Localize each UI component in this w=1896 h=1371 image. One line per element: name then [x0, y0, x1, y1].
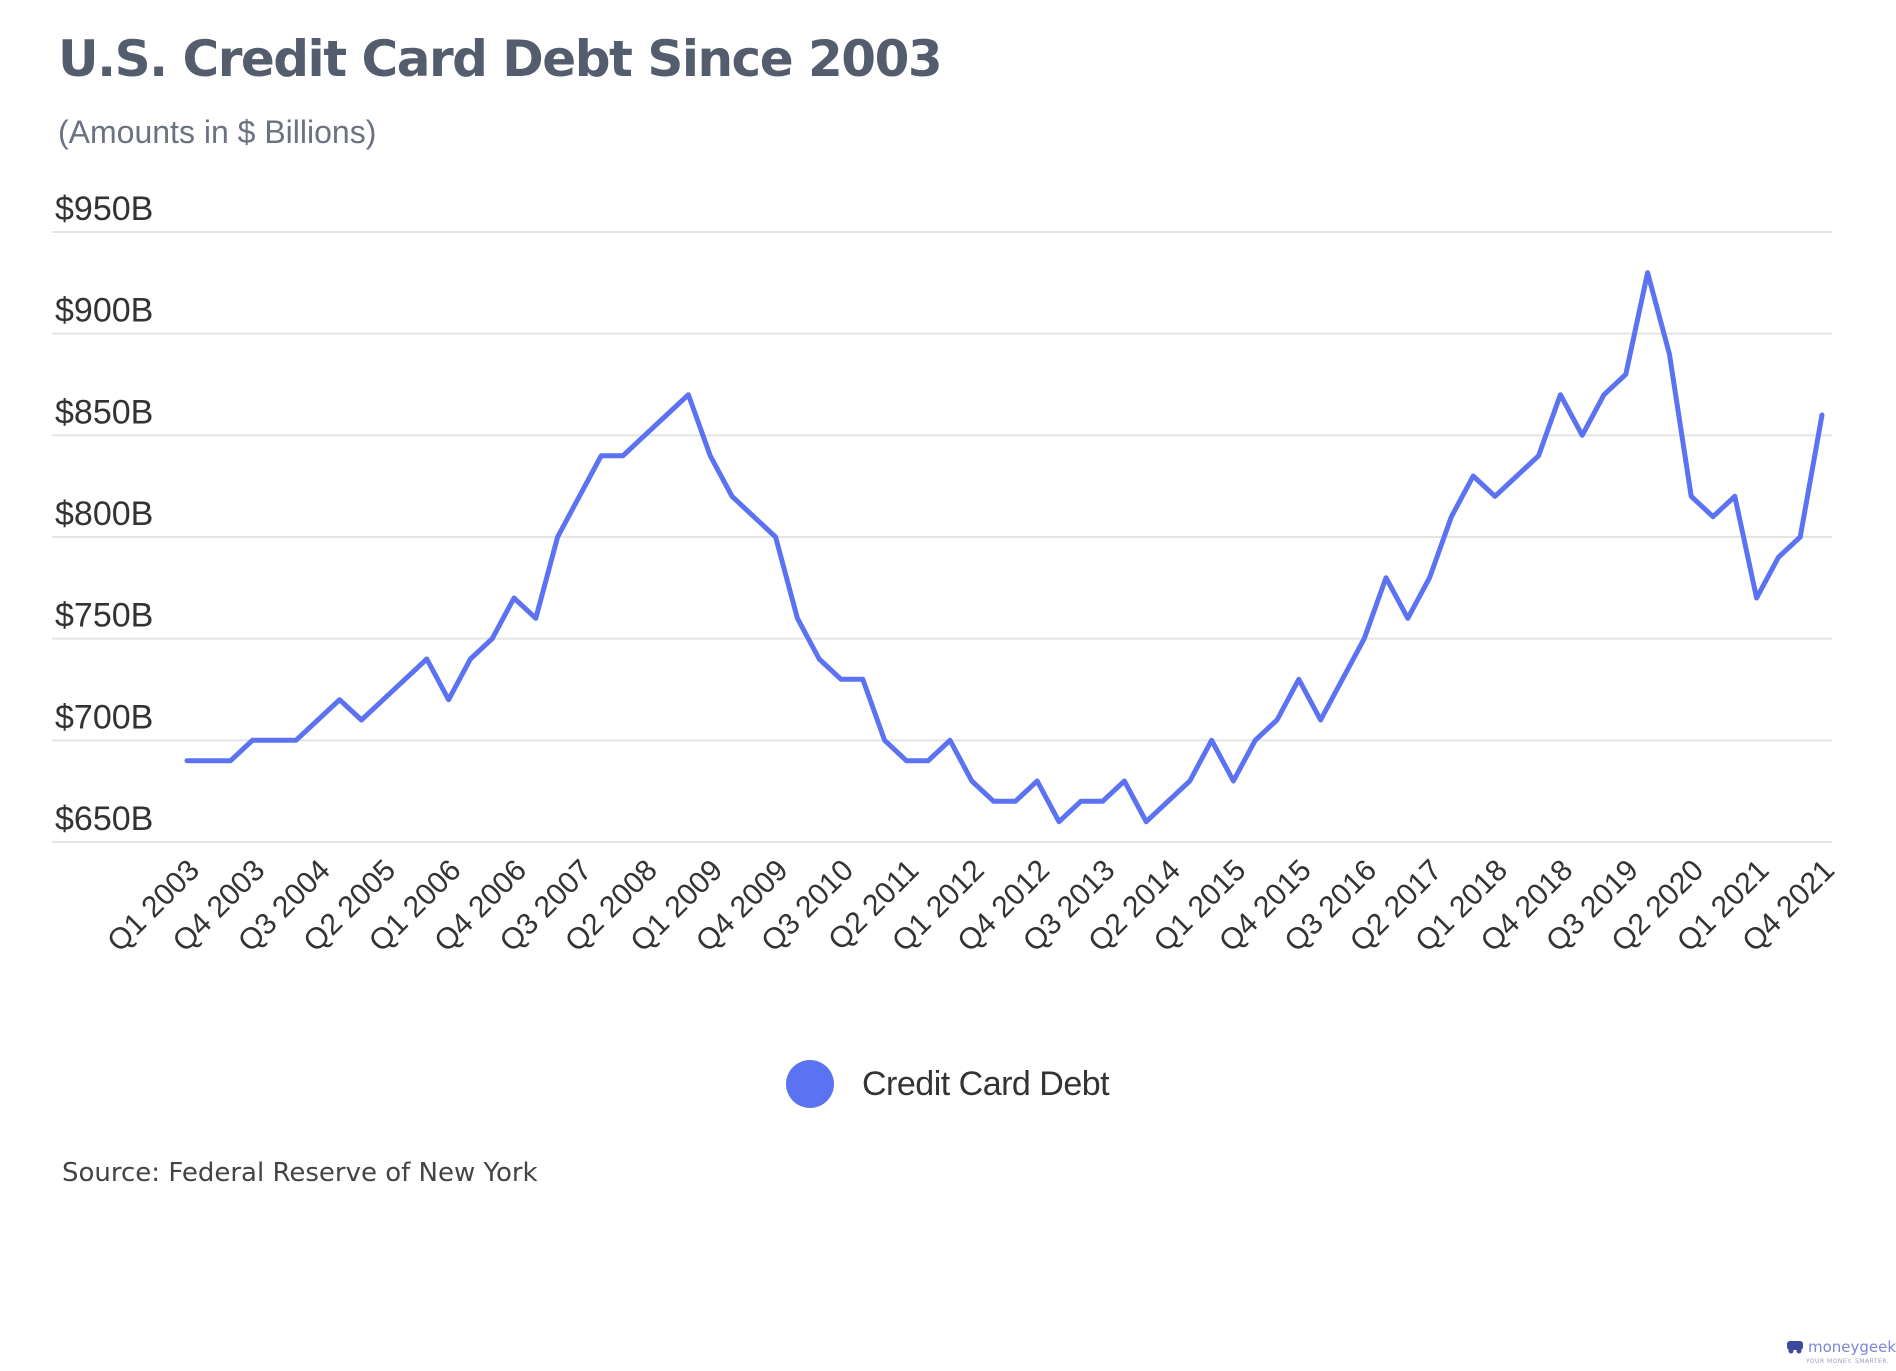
data-point [1623, 371, 1629, 377]
data-point [925, 758, 931, 764]
data-point [1492, 493, 1498, 499]
data-point [816, 656, 822, 662]
data-point [1318, 717, 1324, 723]
data-point [555, 534, 561, 540]
data-point [991, 798, 997, 804]
data-point [1775, 554, 1781, 560]
data-point [380, 697, 386, 703]
data-point [1470, 473, 1476, 479]
data-point [969, 778, 975, 784]
data-point [467, 656, 473, 662]
data-point [184, 758, 190, 764]
series-line-credit-card-debt [184, 270, 1825, 825]
moneygeek-logo-icon [1787, 1341, 1803, 1354]
data-point [838, 676, 844, 682]
data-point [424, 656, 430, 662]
data-point [1710, 514, 1716, 520]
y-axis-tick-labels: $650B $700B $750B $800B $850B $900B $950B [55, 190, 153, 838]
data-point [1536, 453, 1542, 459]
y-tick-label: $850B [55, 393, 153, 431]
y-tick-label: $900B [55, 292, 153, 330]
data-point [773, 534, 779, 540]
data-point [249, 737, 255, 743]
data-point [1100, 798, 1106, 804]
data-point [1688, 493, 1694, 499]
data-point [1819, 412, 1825, 418]
data-points [184, 270, 1825, 825]
data-point [337, 697, 343, 703]
data-point [947, 737, 953, 743]
y-tick-label: $750B [55, 597, 153, 635]
data-point [402, 676, 408, 682]
data-point [1557, 392, 1563, 398]
data-point [228, 758, 234, 764]
data-point [1797, 534, 1803, 540]
data-point [1514, 473, 1520, 479]
data-point [1427, 575, 1433, 581]
data-point [315, 717, 321, 723]
legend: Credit Card Debt [786, 1060, 1110, 1108]
data-point [1405, 615, 1411, 621]
y-tick-label: $700B [55, 698, 153, 736]
data-point [1448, 514, 1454, 520]
data-point [1209, 737, 1215, 743]
data-point [729, 493, 735, 499]
y-tick-label: $950B [55, 190, 153, 228]
data-point [1034, 778, 1040, 784]
data-point [1666, 351, 1672, 357]
data-point [685, 392, 691, 398]
data-point [293, 737, 299, 743]
data-point [1012, 798, 1018, 804]
data-point [882, 737, 888, 743]
data-point [576, 493, 582, 499]
data-point [642, 432, 648, 438]
data-point [1165, 798, 1171, 804]
chart-title: U.S. Credit Card Debt Since 2003 [58, 30, 943, 88]
data-point [206, 758, 212, 764]
data-point [598, 453, 604, 459]
data-point [1056, 819, 1062, 825]
data-point [271, 737, 277, 743]
data-point [664, 412, 670, 418]
data-point [533, 615, 539, 621]
data-point [903, 758, 909, 764]
data-point [1230, 778, 1236, 784]
data-point [620, 453, 626, 459]
data-point [1121, 778, 1127, 784]
data-point [1143, 819, 1149, 825]
data-point [1601, 392, 1607, 398]
legend-marker-icon [786, 1060, 834, 1108]
data-point [1187, 778, 1193, 784]
data-point [489, 636, 495, 642]
data-point [1252, 737, 1258, 743]
brand-name: moneygeek [1808, 1338, 1896, 1356]
data-point [751, 514, 757, 520]
data-point [1274, 717, 1280, 723]
data-point [794, 615, 800, 621]
data-point [1579, 432, 1585, 438]
data-point [358, 717, 364, 723]
brand-tagline: YOUR MONEY. SMARTER. [1806, 1358, 1890, 1365]
data-point [707, 453, 713, 459]
data-point [1339, 676, 1345, 682]
line-chart: $650B $700B $750B $800B $850B $900B $950B Q1 2… [52, 190, 1841, 959]
data-point [1296, 676, 1302, 682]
data-point [1078, 798, 1084, 804]
data-point [511, 595, 517, 601]
grid-lines [52, 231, 1832, 843]
data-point [1645, 270, 1651, 276]
data-point [1754, 595, 1760, 601]
chart-subtitle: (Amounts in $ Billions) [58, 114, 377, 150]
y-tick-label: $800B [55, 495, 153, 533]
data-point [1732, 493, 1738, 499]
data-point [860, 676, 866, 682]
brand-logo: moneygeek [1786, 1338, 1896, 1356]
legend-label: Credit Card Debt [862, 1064, 1110, 1103]
data-point [446, 697, 452, 703]
y-tick-label: $650B [55, 800, 153, 838]
data-point [1361, 636, 1367, 642]
data-point [1383, 575, 1389, 581]
source-note: Source: Federal Reserve of New York [62, 1158, 538, 1188]
